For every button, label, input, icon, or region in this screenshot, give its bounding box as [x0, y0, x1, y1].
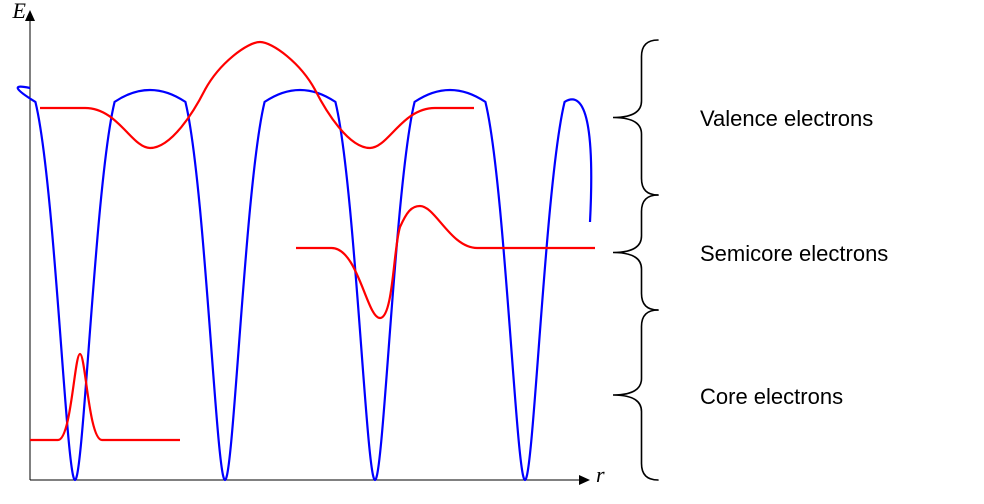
x-axis-label: r — [596, 462, 605, 487]
valence-electrons-label: Valence electrons — [700, 106, 873, 131]
core-electrons-label: Core electrons — [700, 384, 843, 409]
y-axis-label: E — [12, 0, 27, 23]
diagram-svg: Er Valence electrons Semicore electrons Cor… — [0, 0, 984, 504]
diagram-container: Er Valence electrons Semicore electrons Cor… — [0, 0, 984, 504]
semicore-electrons-label: Semicore electrons — [700, 241, 888, 266]
